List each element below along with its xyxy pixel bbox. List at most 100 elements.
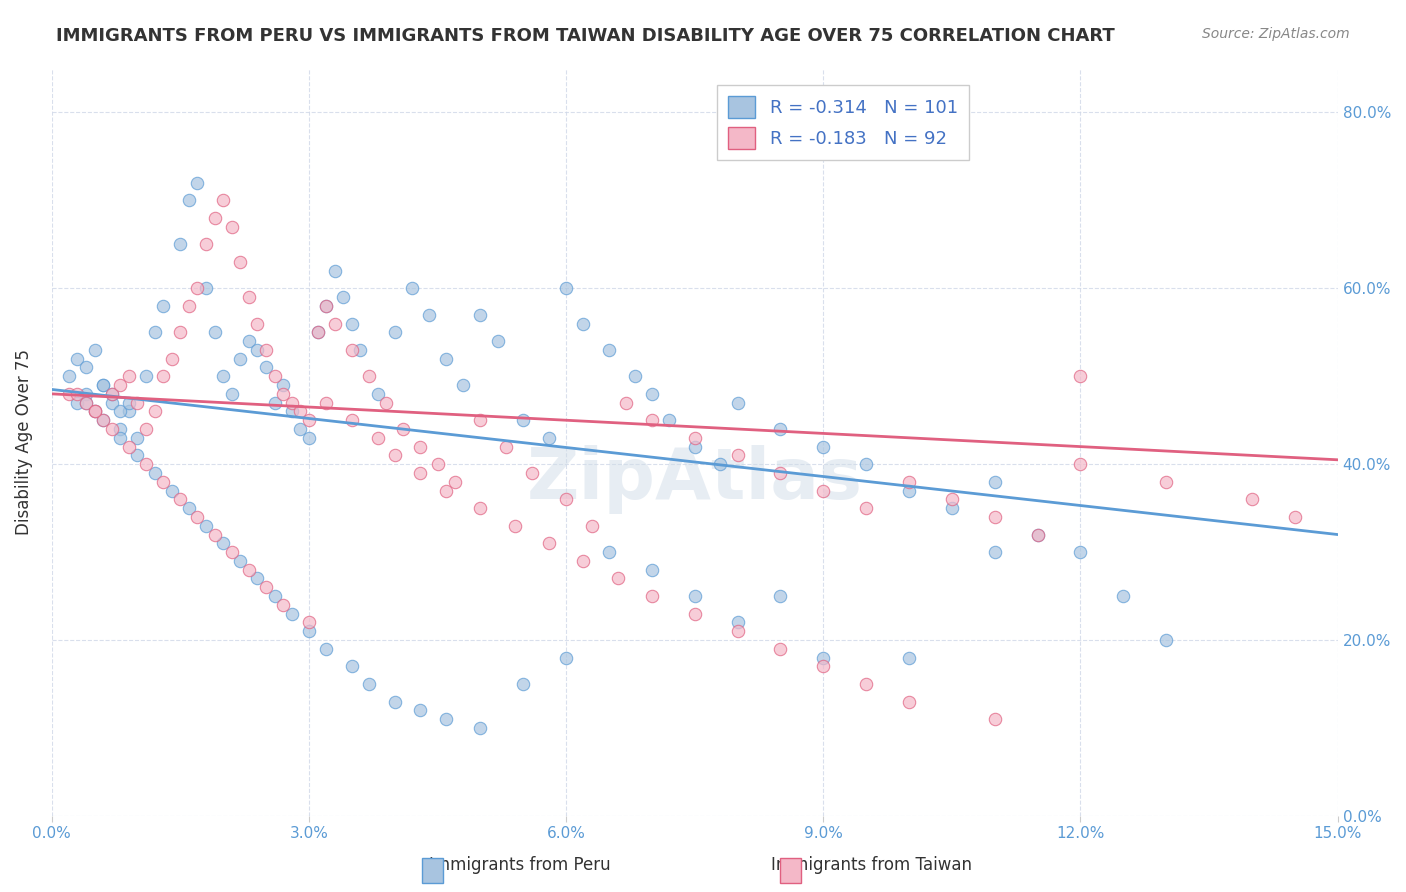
Point — [727, 449, 749, 463]
Point — [238, 334, 260, 348]
Point — [246, 343, 269, 357]
Point — [186, 176, 208, 190]
Point — [212, 369, 235, 384]
Point — [366, 387, 388, 401]
Point — [263, 369, 285, 384]
Point — [127, 431, 149, 445]
Point — [813, 650, 835, 665]
Point — [898, 650, 921, 665]
Point — [658, 413, 681, 427]
Point — [983, 712, 1005, 726]
Point — [100, 395, 122, 409]
Y-axis label: Disability Age Over 75: Disability Age Over 75 — [15, 349, 32, 535]
Point — [641, 413, 664, 427]
Point — [83, 404, 105, 418]
Point — [290, 404, 312, 418]
Point — [143, 326, 166, 340]
Point — [503, 518, 526, 533]
Point — [1069, 369, 1091, 384]
Point — [281, 395, 304, 409]
Point — [135, 369, 157, 384]
Point — [221, 219, 243, 234]
Point — [195, 518, 218, 533]
Point — [898, 475, 921, 489]
Text: Immigrants from Taiwan: Immigrants from Taiwan — [772, 856, 972, 874]
Point — [323, 264, 346, 278]
Point — [75, 360, 97, 375]
Point — [186, 510, 208, 524]
Point — [263, 589, 285, 603]
Point — [91, 378, 114, 392]
Point — [169, 237, 191, 252]
Point — [512, 677, 534, 691]
Point — [281, 404, 304, 418]
Point — [769, 466, 792, 480]
Point — [58, 369, 80, 384]
Text: IMMIGRANTS FROM PERU VS IMMIGRANTS FROM TAIWAN DISABILITY AGE OVER 75 CORRELATIO: IMMIGRANTS FROM PERU VS IMMIGRANTS FROM … — [56, 27, 1115, 45]
Point — [401, 281, 423, 295]
Point — [91, 413, 114, 427]
Point — [375, 395, 398, 409]
Point — [254, 360, 277, 375]
Point — [434, 351, 457, 366]
Point — [212, 536, 235, 550]
Point — [641, 563, 664, 577]
Point — [537, 431, 560, 445]
Point — [555, 281, 578, 295]
Text: Immigrants from Peru: Immigrants from Peru — [429, 856, 612, 874]
Point — [1069, 457, 1091, 471]
Point — [1154, 633, 1177, 648]
Point — [152, 369, 174, 384]
Point — [1284, 510, 1306, 524]
Point — [606, 572, 628, 586]
Point — [127, 395, 149, 409]
Point — [941, 501, 963, 516]
Point — [470, 721, 492, 735]
Point — [91, 413, 114, 427]
Point — [1240, 492, 1263, 507]
Point — [238, 563, 260, 577]
Text: Source: ZipAtlas.com: Source: ZipAtlas.com — [1202, 27, 1350, 41]
Point — [983, 510, 1005, 524]
Point — [537, 536, 560, 550]
Point — [290, 422, 312, 436]
Point — [118, 395, 141, 409]
Point — [641, 387, 664, 401]
Point — [983, 545, 1005, 559]
Point — [195, 281, 218, 295]
Point — [512, 413, 534, 427]
Point — [254, 580, 277, 594]
Point — [271, 378, 294, 392]
Point — [470, 501, 492, 516]
Point — [340, 413, 363, 427]
Point — [572, 554, 595, 568]
Point — [855, 457, 877, 471]
Point — [177, 299, 200, 313]
Point — [426, 457, 449, 471]
Point — [727, 615, 749, 630]
Point — [1026, 527, 1049, 541]
Point — [623, 369, 645, 384]
Point — [486, 334, 509, 348]
Point — [307, 326, 329, 340]
Point — [641, 589, 664, 603]
Point — [66, 387, 89, 401]
Point — [941, 492, 963, 507]
Point — [520, 466, 543, 480]
Point — [246, 572, 269, 586]
Point — [152, 299, 174, 313]
Point — [100, 387, 122, 401]
Point — [1069, 545, 1091, 559]
Point — [160, 483, 183, 498]
Text: ZipAtlas: ZipAtlas — [527, 445, 863, 514]
Point — [229, 351, 252, 366]
Point — [271, 387, 294, 401]
Point — [769, 422, 792, 436]
Point — [983, 475, 1005, 489]
Point — [221, 545, 243, 559]
Point — [212, 194, 235, 208]
Point — [384, 695, 406, 709]
Point — [357, 369, 380, 384]
Point — [204, 527, 226, 541]
Point — [315, 299, 337, 313]
